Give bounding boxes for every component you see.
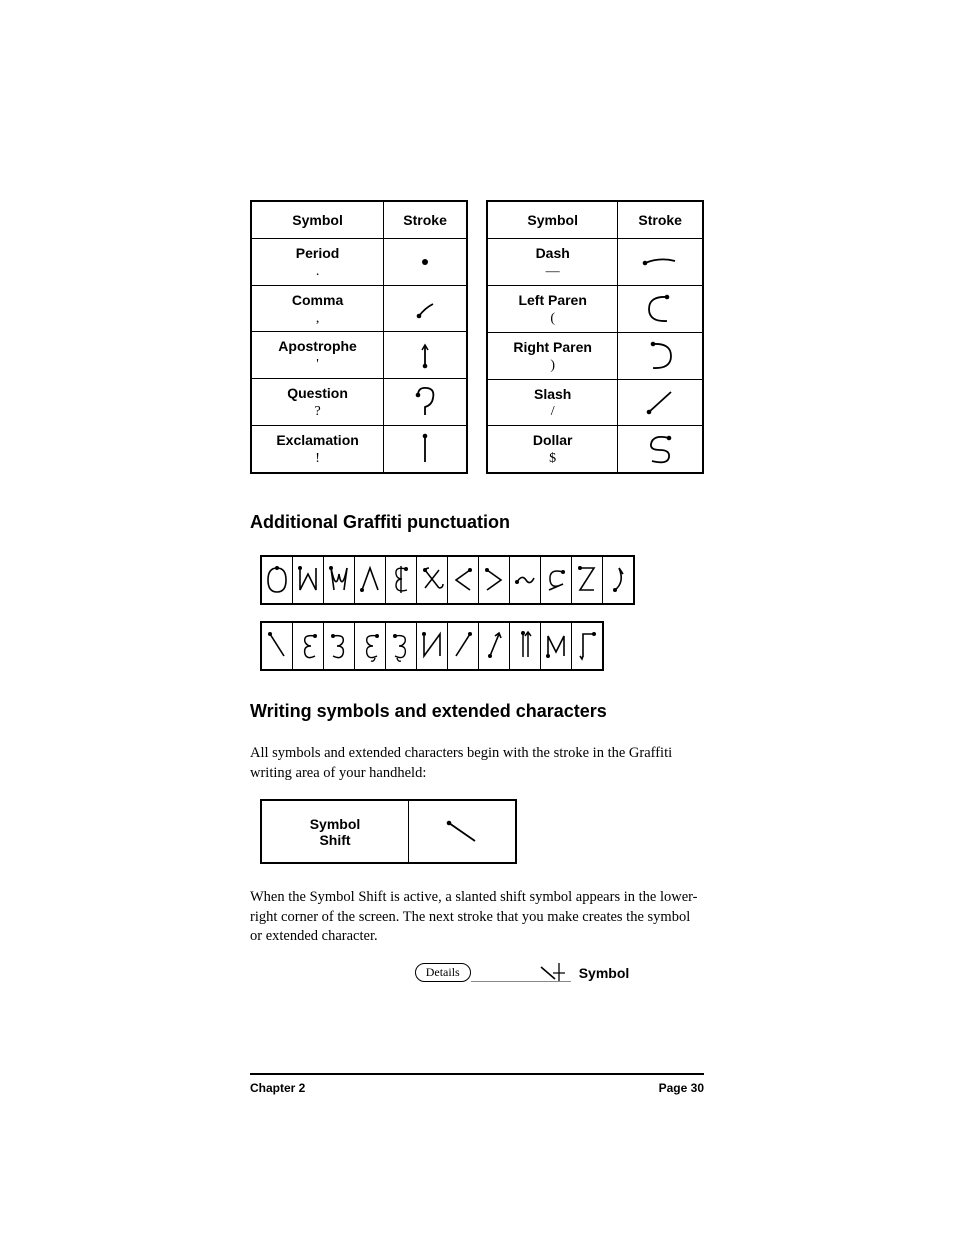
glyph-1-10 — [541, 557, 572, 603]
cell-slash: Slash / — [487, 379, 618, 426]
stroke-exclamation — [384, 426, 467, 474]
glyph-2-4 — [355, 623, 386, 669]
glyph-row-1 — [260, 555, 635, 605]
stroke-dash — [618, 239, 703, 286]
char-dash: — — [492, 264, 613, 281]
symbol-callout-label: Symbol — [579, 965, 630, 981]
underline-bar — [471, 981, 571, 982]
glyph-1-8 — [479, 557, 510, 603]
paragraph-intro: All symbols and extended characters begi… — [250, 744, 704, 783]
stroke-dollar — [618, 426, 703, 474]
char-exclamation: ! — [256, 451, 379, 468]
header-symbol-2: Symbol — [487, 201, 618, 239]
heading-writing-symbols: Writing symbols and extended characters — [250, 701, 704, 722]
label-exclamation: Exclamation — [276, 432, 358, 448]
symbol-shift-table: Symbol Shift — [260, 799, 517, 864]
glyph-1-1 — [262, 557, 293, 603]
stroke-lparen — [618, 285, 703, 332]
heading-additional-punctuation: Additional Graffiti punctuation — [250, 512, 704, 533]
glyph-2-3 — [324, 623, 355, 669]
label-slash: Slash — [534, 386, 571, 402]
stroke-apostrophe — [384, 332, 467, 379]
paragraph-explain: When the Symbol Shift is active, a slant… — [250, 888, 704, 947]
label-apostrophe: Apostrophe — [278, 338, 357, 354]
glyph-row-2 — [260, 621, 604, 671]
glyph-2-11 — [572, 623, 602, 669]
shift-label-2: Shift — [319, 832, 350, 848]
glyph-1-5 — [386, 557, 417, 603]
footer-page: Page 30 — [659, 1081, 704, 1095]
char-apostrophe: ' — [256, 357, 379, 374]
label-dollar: Dollar — [533, 432, 573, 448]
punctuation-tables-row: Symbol Stroke Period . Comma , — [250, 200, 704, 474]
glyph-1-4 — [355, 557, 386, 603]
details-callout: Details Symbol — [340, 963, 704, 982]
page-footer: Chapter 2 Page 30 — [250, 1073, 704, 1095]
glyph-2-6 — [417, 623, 448, 669]
cell-rparen: Right Paren ) — [487, 332, 618, 379]
label-comma: Comma — [292, 292, 343, 308]
glyph-1-7 — [448, 557, 479, 603]
glyph-2-5 — [386, 623, 417, 669]
header-stroke-2: Stroke — [618, 201, 703, 239]
glyph-1-11 — [572, 557, 603, 603]
glyph-1-12 — [603, 557, 633, 603]
shift-label-cell: Symbol Shift — [261, 800, 409, 863]
glyph-2-7 — [448, 623, 479, 669]
glyph-2-9 — [510, 623, 541, 669]
cell-dash: Dash — — [487, 239, 618, 286]
glyph-2-2 — [293, 623, 324, 669]
char-slash: / — [492, 404, 613, 421]
label-rparen: Right Paren — [513, 339, 592, 355]
glyph-rows — [250, 555, 704, 671]
glyph-2-10 — [541, 623, 572, 669]
glyph-2-1 — [262, 623, 293, 669]
stroke-rparen — [618, 332, 703, 379]
punctuation-table-left: Symbol Stroke Period . Comma , — [250, 200, 468, 474]
cell-question: Question ? — [251, 379, 384, 426]
stroke-slash — [618, 379, 703, 426]
label-lparen: Left Paren — [518, 292, 586, 308]
shift-stroke-cell — [409, 800, 517, 863]
cell-lparen: Left Paren ( — [487, 285, 618, 332]
punctuation-table-right: Symbol Stroke Dash — Left Paren — [486, 200, 704, 474]
char-question: ? — [256, 404, 379, 421]
char-lparen: ( — [492, 311, 613, 328]
glyph-1-3 — [324, 557, 355, 603]
header-stroke: Stroke — [384, 201, 467, 239]
cell-apostrophe: Apostrophe ' — [251, 332, 384, 379]
label-dash: Dash — [536, 245, 570, 261]
char-rparen: ) — [492, 358, 613, 375]
char-comma: , — [256, 311, 379, 328]
glyph-1-9 — [510, 557, 541, 603]
cell-exclamation: Exclamation ! — [251, 426, 384, 474]
cell-period: Period . — [251, 239, 384, 286]
label-period: Period — [296, 245, 340, 261]
details-button: Details — [415, 963, 471, 982]
cell-dollar: Dollar $ — [487, 426, 618, 474]
char-period: . — [256, 264, 379, 281]
stroke-period — [384, 239, 467, 286]
stroke-comma — [384, 285, 467, 332]
cell-comma: Comma , — [251, 285, 384, 332]
stroke-question — [384, 379, 467, 426]
glyph-2-8 — [479, 623, 510, 669]
footer-chapter: Chapter 2 — [250, 1081, 305, 1095]
footer-rule — [250, 1073, 704, 1075]
shift-label-1: Symbol — [310, 816, 361, 832]
glyph-1-6 — [417, 557, 448, 603]
header-symbol: Symbol — [251, 201, 384, 239]
glyph-1-2 — [293, 557, 324, 603]
label-question: Question — [287, 385, 348, 401]
char-dollar: $ — [492, 451, 613, 468]
page-content: Symbol Stroke Period . Comma , — [0, 0, 954, 982]
